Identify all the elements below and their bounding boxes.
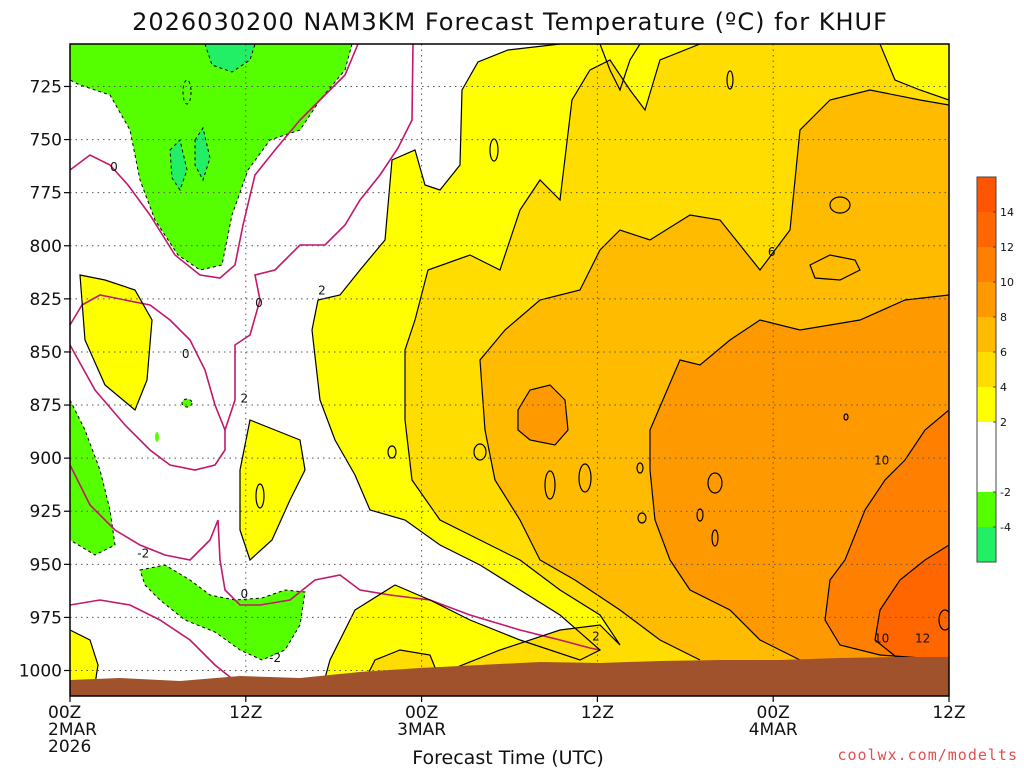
colorbar-tick-label: 14 xyxy=(1000,206,1014,219)
colorbar-bin xyxy=(977,247,996,282)
field-green xyxy=(195,128,210,180)
y-tick-label: 825 xyxy=(30,290,62,310)
y-tick-label: 925 xyxy=(30,502,62,522)
contour-label: 12 xyxy=(915,632,930,646)
x-tick-label: 3MAR xyxy=(397,720,446,740)
y-axis: 725 750 775 800 825 850 875 900 925 950 975 1000 xyxy=(19,77,70,682)
colorbar-bin xyxy=(977,527,996,562)
colorbar: -4 -2 2 4 6 8 10 12 14 xyxy=(976,176,1014,563)
credit-text: coolwx.com/modelts xyxy=(837,746,1018,764)
contour-two xyxy=(70,44,734,696)
colorbar-tick-label: 6 xyxy=(1000,346,1007,359)
contour-label: 2 xyxy=(241,392,249,406)
colorbar-tick-label: 2 xyxy=(1000,416,1007,429)
x-tick-label: 12Z xyxy=(932,703,965,723)
x-tick-label: 2MAR xyxy=(48,720,97,740)
colorbar-tick-label: 12 xyxy=(1000,241,1014,254)
colorbar-bin xyxy=(977,492,996,527)
colorbar-bin xyxy=(977,422,996,492)
x-axis-label: Forecast Time (UTC) xyxy=(412,747,603,768)
y-tick-label: 975 xyxy=(30,608,62,628)
contour-label: 10 xyxy=(874,632,889,646)
x-tick-label: 12Z xyxy=(229,703,262,723)
x-tick-label: 2026 xyxy=(48,737,91,757)
contour-label: -2 xyxy=(137,547,149,561)
field-orange xyxy=(518,385,568,445)
contour-label: 6 xyxy=(768,245,776,259)
plot-area xyxy=(70,44,949,696)
colorbar-bin xyxy=(977,387,996,422)
contour-label: -2 xyxy=(269,651,281,665)
colorbar-tick-label: 10 xyxy=(1000,276,1014,289)
contour-ten xyxy=(637,409,949,661)
colorbar-tick-label: 8 xyxy=(1000,311,1007,324)
field-green xyxy=(182,399,192,407)
x-tick-label: 4MAR xyxy=(749,720,798,740)
x-tick-label: 00Z xyxy=(405,703,438,723)
field-green xyxy=(140,565,305,660)
colorbar-tick-label: -2 xyxy=(1000,486,1011,499)
colorbar-bin xyxy=(977,212,996,247)
x-tick-label: 00Z xyxy=(757,703,790,723)
contour-zero xyxy=(70,44,601,686)
contour-label: 2 xyxy=(318,283,326,297)
field-yellow xyxy=(240,420,305,560)
field-yellow xyxy=(80,275,152,410)
contour-six xyxy=(479,89,949,661)
colorbar-bin xyxy=(977,352,996,387)
contour-label: 0 xyxy=(110,160,118,174)
contour-label: 0 xyxy=(255,296,263,310)
colorbar-bin xyxy=(977,282,996,317)
contour-four xyxy=(359,44,949,696)
colorbar-bin xyxy=(977,177,996,212)
y-tick-label: 775 xyxy=(30,184,62,204)
field-green xyxy=(70,400,115,555)
colorbar-bin xyxy=(977,317,996,352)
contour-minus2 xyxy=(70,44,353,661)
y-tick-label: 850 xyxy=(30,343,62,363)
field-green xyxy=(70,44,352,270)
contour-label: 2 xyxy=(592,630,600,644)
y-tick-label: 950 xyxy=(30,555,62,575)
contour-label: 0 xyxy=(241,587,249,601)
y-tick-label: 750 xyxy=(30,131,62,151)
contour-label: 10 xyxy=(874,453,889,467)
y-tick-label: 725 xyxy=(30,77,62,97)
y-tick-label: 1000 xyxy=(19,662,62,682)
x-tick-label: 00Z xyxy=(48,703,81,723)
x-tick-label: 12Z xyxy=(581,703,614,723)
colorbar-frame xyxy=(976,176,997,563)
field-red-orange xyxy=(875,545,949,660)
plot-frame xyxy=(69,43,950,697)
colorbar-tick-label: -4 xyxy=(1000,521,1011,534)
contour-eight xyxy=(517,294,949,661)
y-tick-label: 875 xyxy=(30,396,62,416)
y-tick-label: 900 xyxy=(30,449,62,469)
field-green xyxy=(155,432,159,442)
contour-label: 0 xyxy=(182,347,190,361)
colorbar-tick-label: 4 xyxy=(1000,381,1007,394)
contour-labels: 0 0 0 2 2 -2 0 -2 2 6 10 10 12 xyxy=(110,160,930,665)
chart-title: 2026030200 NAM3KM Forecast Temperature (… xyxy=(132,8,888,36)
y-tick-label: 800 xyxy=(30,237,62,257)
terrain-surface xyxy=(70,657,949,696)
